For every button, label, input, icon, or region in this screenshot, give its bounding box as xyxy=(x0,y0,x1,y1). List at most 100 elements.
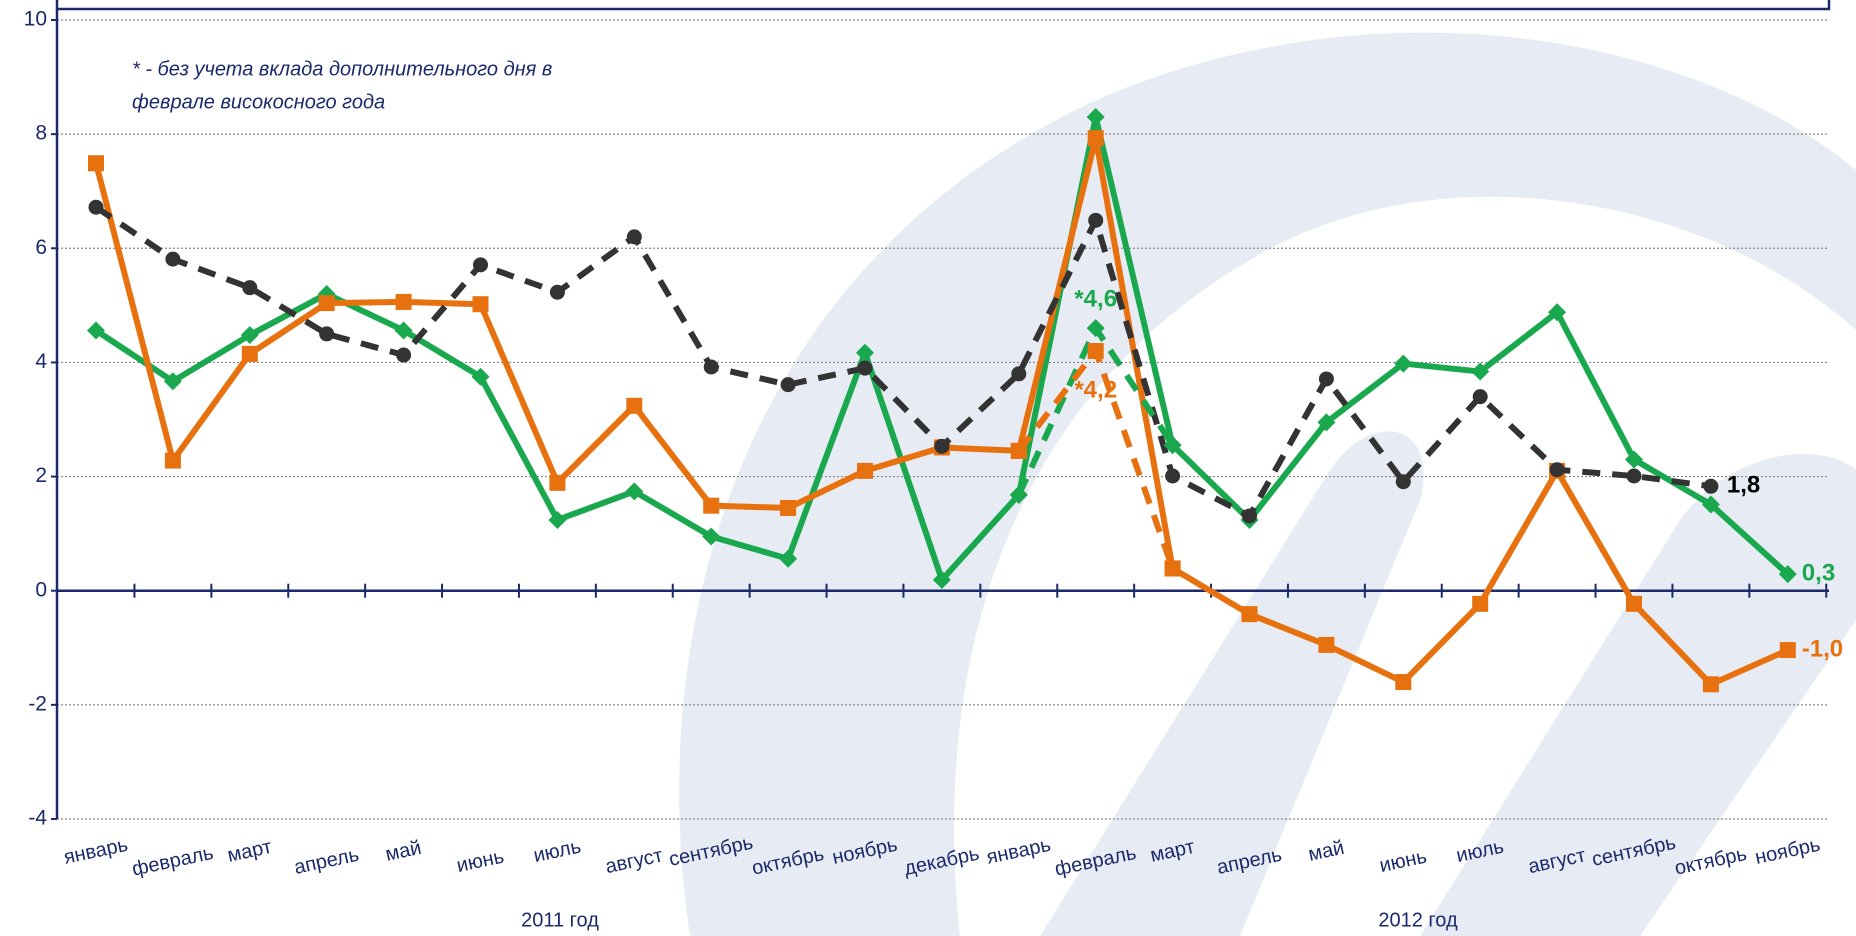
marker xyxy=(1394,354,1413,373)
marker xyxy=(1395,474,1411,490)
marker xyxy=(88,155,104,172)
marker xyxy=(396,347,412,363)
x-tick-label: февраль xyxy=(130,842,215,881)
top-frame xyxy=(55,0,1831,11)
marker xyxy=(241,345,258,362)
marker xyxy=(1472,389,1488,405)
marker xyxy=(1778,565,1797,584)
marker xyxy=(473,257,488,273)
marker xyxy=(932,570,951,589)
marker xyxy=(626,397,643,414)
y-tick-label: 0 xyxy=(35,578,47,601)
marker xyxy=(1395,674,1412,691)
marker xyxy=(780,499,797,516)
marker xyxy=(1318,371,1334,387)
marker xyxy=(702,527,721,546)
marker xyxy=(1779,642,1796,659)
marker xyxy=(703,359,719,375)
marker xyxy=(1702,676,1719,693)
y-tick-label: 6 xyxy=(35,236,47,259)
marker xyxy=(548,510,567,529)
marker xyxy=(1472,595,1489,612)
annotation: феврале високосного года xyxy=(132,91,385,113)
marker xyxy=(934,438,950,454)
marker xyxy=(242,280,258,296)
marker xyxy=(1010,442,1027,459)
marker xyxy=(625,482,644,501)
marker xyxy=(549,284,565,300)
marker xyxy=(165,251,181,267)
marker xyxy=(1011,366,1027,382)
marker xyxy=(1087,130,1104,147)
marker xyxy=(1241,606,1258,623)
y-tick-label: 2 xyxy=(35,464,47,487)
value-label: -1,0 xyxy=(1802,635,1843,662)
marker xyxy=(1625,450,1643,469)
marker xyxy=(1088,212,1104,228)
marker xyxy=(1318,636,1335,653)
marker xyxy=(1009,485,1028,504)
marker xyxy=(1087,343,1104,360)
x-tick-label: май xyxy=(1306,837,1346,866)
marker xyxy=(779,549,798,568)
marker xyxy=(1165,468,1181,484)
marker xyxy=(88,199,104,215)
marker xyxy=(1626,468,1642,484)
x-tick-label: август xyxy=(604,845,665,879)
marker xyxy=(164,452,181,469)
marker xyxy=(1164,560,1181,577)
marker xyxy=(318,295,335,312)
marker xyxy=(1086,319,1105,338)
series-line xyxy=(94,204,1712,519)
x-tick-label: июнь xyxy=(1378,846,1429,877)
annotation: * - без учета вклада дополнительного дня… xyxy=(132,58,552,80)
marker xyxy=(163,372,182,391)
y-tick-label: -2 xyxy=(28,692,47,715)
marker xyxy=(780,377,796,393)
x-tick-label: январь xyxy=(62,834,130,869)
marker xyxy=(87,321,105,340)
group-label: 2012 год xyxy=(1378,909,1458,931)
value-label: 0,3 xyxy=(1802,560,1835,587)
background-logo xyxy=(679,32,1856,936)
marker xyxy=(1471,362,1490,381)
marker xyxy=(1317,413,1336,432)
group-label: 2011 год xyxy=(521,909,599,931)
marker xyxy=(1163,436,1182,455)
marker xyxy=(1703,478,1719,494)
marker xyxy=(1626,595,1642,612)
marker xyxy=(1548,303,1567,322)
marker xyxy=(472,296,489,313)
y-tick-label: 4 xyxy=(35,350,47,373)
marker xyxy=(1701,495,1720,514)
marker xyxy=(394,321,413,340)
marker xyxy=(395,293,412,310)
marker xyxy=(856,343,874,362)
x-tick-label: июль xyxy=(532,836,583,867)
y-tick-label: -4 xyxy=(28,807,47,830)
marker xyxy=(1086,108,1105,127)
x-tick-label: июнь xyxy=(455,846,506,877)
marker xyxy=(1242,508,1257,524)
x-tick-label: ноябрь xyxy=(1753,834,1822,869)
marker xyxy=(319,326,335,342)
x-tick-label: май xyxy=(384,837,424,866)
marker xyxy=(1549,462,1565,478)
marker xyxy=(626,229,642,245)
value-label: *4,2 xyxy=(1074,376,1117,403)
marker xyxy=(857,360,873,376)
marker xyxy=(857,462,873,479)
marker xyxy=(240,326,259,345)
marker xyxy=(703,497,720,514)
value-label: *4,6 xyxy=(1074,286,1117,313)
x-tick-label: март xyxy=(225,836,273,867)
value-label: 1,8 xyxy=(1727,472,1760,499)
x-tick-label: январь xyxy=(985,834,1053,869)
y-tick-label: 8 xyxy=(35,122,47,145)
marker xyxy=(549,474,566,491)
x-tick-label: апрель xyxy=(292,844,361,879)
marker xyxy=(471,367,490,386)
y-tick-label: 10 xyxy=(24,8,47,31)
